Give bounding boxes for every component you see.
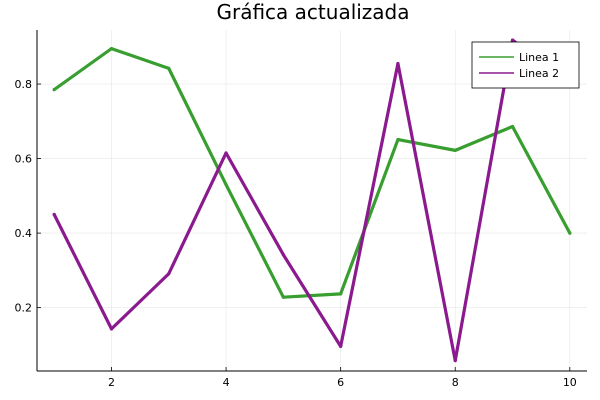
data-point [510,38,515,42]
data-point [396,137,400,142]
y-tick-label: 0.6 [15,153,33,166]
data-point [167,272,171,276]
x-tick-label: 8 [452,376,459,389]
y-tick-label: 0.2 [15,302,33,315]
data-point [339,344,343,348]
data-point [281,253,285,257]
data-point [281,295,285,299]
data-point [224,183,228,187]
data-point [510,124,515,129]
data-point [453,358,457,363]
data-point [109,327,114,331]
series-line-1 [52,47,572,299]
legend-label-2: Linea 2 [519,67,559,80]
tick-labels: 2 4 6 8 10 0.2 0.4 0.6 0.8 [15,78,577,389]
data-point [224,151,228,155]
data-point [167,66,171,70]
legend-label-1: Linea 1 [519,51,559,64]
series-line-2 [52,38,572,363]
data-point [568,231,572,235]
series-lines [52,38,572,363]
legend-box [471,41,580,89]
x-tick-label: 2 [108,376,115,389]
data-point [109,47,114,51]
axes [36,30,587,372]
data-point [52,212,56,217]
data-point [453,148,457,152]
data-point [339,292,343,296]
legend: Linea 1 Linea 2 [471,41,580,89]
x-tick-label: 10 [563,376,577,389]
x-tick-label: 4 [223,376,230,389]
data-point [396,61,400,66]
x-tick-label: 6 [337,376,344,389]
chart-title: Gráfica actualizada [216,0,409,24]
data-point [52,88,56,92]
y-tick-label: 0.8 [15,78,33,91]
y-tick-label: 0.4 [15,227,33,240]
